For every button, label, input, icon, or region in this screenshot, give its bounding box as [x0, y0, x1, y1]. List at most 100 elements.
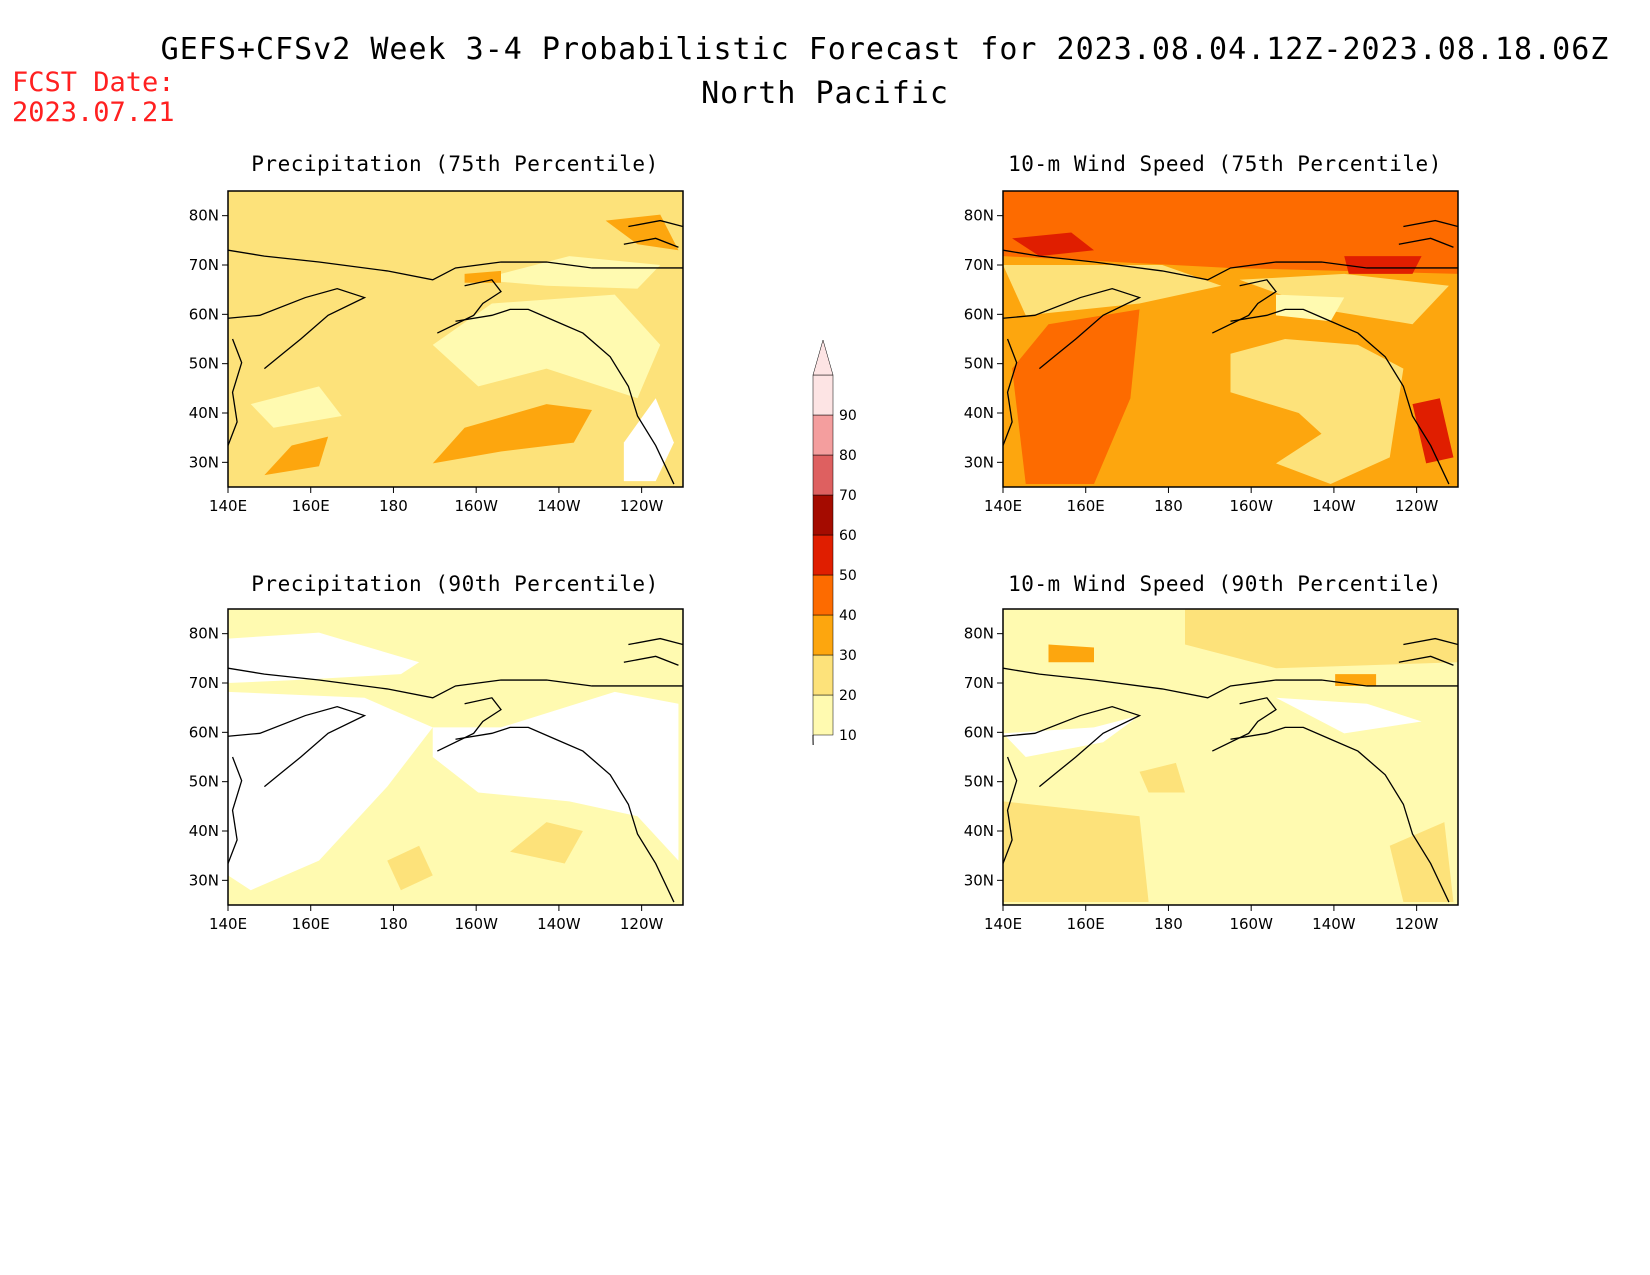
panel-title-wind-75: 10-m Wind Speed (75th Percentile)	[1008, 152, 1442, 176]
lat-tick-label: 40N	[964, 404, 994, 422]
plot-frame	[1002, 608, 1459, 906]
probability-region	[1239, 273, 1449, 325]
colorbar-segment	[812, 494, 834, 536]
colorbar-segment	[812, 574, 834, 616]
lat-tick-label: 50N	[189, 773, 219, 791]
coastline	[437, 697, 502, 752]
lon-tick-label: 120W	[620, 915, 664, 933]
coastline	[228, 338, 243, 446]
lat-tick-label: 80N	[189, 207, 219, 225]
panel-title-precip-75: Precipitation (75th Percentile)	[251, 152, 659, 176]
coastline	[1403, 219, 1458, 228]
lon-tick-label: 140E	[984, 497, 1022, 515]
coastline	[1003, 667, 1458, 699]
colorbar-level-label: 80	[839, 448, 857, 464]
panel-title-wind-90: 10-m Wind Speed (90th Percentile)	[1008, 572, 1442, 596]
lat-tick-label: 40N	[189, 404, 219, 422]
lon-tick-label: 140W	[1312, 497, 1356, 515]
lat-tick-label: 60N	[964, 305, 994, 323]
probability-region	[1344, 256, 1422, 274]
coastline	[628, 219, 683, 228]
probability-region	[605, 214, 679, 251]
coastline	[228, 706, 367, 788]
lat-tick-label: 50N	[964, 355, 994, 373]
lat-tick-label: 30N	[189, 453, 219, 471]
probability-region	[432, 404, 592, 464]
colorbar-level-label: 30	[839, 648, 857, 664]
probability-region	[432, 691, 679, 861]
lon-tick-label: 160W	[454, 497, 498, 515]
coastline	[1230, 308, 1450, 485]
coastline	[1398, 237, 1454, 248]
lon-tick-label: 160W	[1229, 497, 1273, 515]
probability-region	[1276, 697, 1422, 734]
lon-tick-label: 180	[379, 915, 408, 933]
coastline	[1403, 637, 1458, 646]
lon-tick-label: 140E	[984, 915, 1022, 933]
coastline	[1003, 756, 1018, 864]
probability-region	[1230, 339, 1404, 485]
lon-tick-label: 140E	[209, 915, 247, 933]
map-precip-90: 140E 160E 180 160W 140W 120W 80N 70N 60N 50N 40N 30…	[189, 608, 684, 933]
probability-region	[1389, 822, 1454, 903]
coastline	[228, 249, 683, 281]
colorbar-level-label: 50	[839, 568, 857, 584]
map-precip-75: 140E 160E 180 160W 140W 120W 80N 70N 60N 50N 40N 30…	[189, 190, 684, 515]
coastline	[623, 237, 679, 248]
main-title: GEFS+CFSv2 Week 3-4 Probabilistic Foreca…	[160, 32, 1610, 67]
colorbar-level-label: 90	[839, 408, 857, 424]
colorbar-segment	[812, 694, 834, 736]
lon-tick-label: 160W	[454, 915, 498, 933]
colorbar-segment	[812, 654, 834, 696]
lat-tick-label: 50N	[189, 355, 219, 373]
lon-tick-label: 140E	[209, 497, 247, 515]
colorbar-level-label: 10	[839, 728, 857, 744]
probability-region	[1003, 715, 1140, 757]
probability-region	[432, 294, 661, 399]
plot-frame	[227, 190, 684, 488]
lon-tick-label: 160E	[1067, 497, 1105, 515]
probability-region	[1012, 232, 1094, 257]
fcst-date-value: 2023.07.21	[12, 97, 175, 128]
coastline	[1230, 726, 1450, 903]
panel-title-precip-90: Precipitation (90th Percentile)	[251, 572, 659, 596]
probability-region	[250, 386, 342, 428]
coastline	[1003, 706, 1142, 788]
probability-region	[1048, 644, 1094, 663]
plot-frame	[227, 608, 684, 906]
coastline	[1003, 288, 1142, 370]
lat-tick-label: 70N	[964, 674, 994, 692]
colorbar-bottom-cap	[812, 734, 814, 745]
colorbar-segment	[812, 374, 834, 416]
probability-region	[1276, 294, 1345, 322]
lon-tick-label: 140W	[1312, 915, 1356, 933]
colorbar-segment	[812, 534, 834, 576]
coastline	[437, 279, 502, 334]
probability-region	[1003, 801, 1149, 903]
map-wind-75: 140E 160E 180 160W 140W 120W 80N 70N 60N 50N 40N 30…	[964, 190, 1459, 515]
lat-tick-label: 50N	[964, 773, 994, 791]
coastline	[1003, 249, 1458, 281]
lon-tick-label: 140W	[537, 497, 581, 515]
probability-region	[623, 398, 674, 482]
coastline	[1003, 338, 1018, 446]
probability-region	[1139, 762, 1185, 793]
lat-tick-label: 40N	[964, 822, 994, 840]
probability-region	[1185, 609, 1458, 669]
lat-tick-label: 60N	[964, 723, 994, 741]
colorbar-segment	[812, 614, 834, 656]
map-wind-90: 140E 160E 180 160W 140W 120W 80N 70N 60N 50N 40N 30…	[964, 608, 1459, 933]
probability-region	[387, 845, 433, 891]
lon-tick-label: 160E	[292, 915, 330, 933]
lon-tick-label: 140W	[537, 915, 581, 933]
colorbar-level-label: 40	[839, 608, 857, 624]
plot-frame	[1002, 190, 1459, 488]
probability-region	[1012, 309, 1140, 485]
lat-tick-label: 30N	[189, 871, 219, 889]
lon-tick-label: 160W	[1229, 915, 1273, 933]
probability-region	[478, 256, 661, 289]
lat-tick-label: 80N	[964, 207, 994, 225]
region-subtitle: North Pacific	[701, 76, 949, 111]
colorbar-level-label: 60	[839, 528, 857, 544]
colorbar-top-cap	[812, 339, 834, 376]
